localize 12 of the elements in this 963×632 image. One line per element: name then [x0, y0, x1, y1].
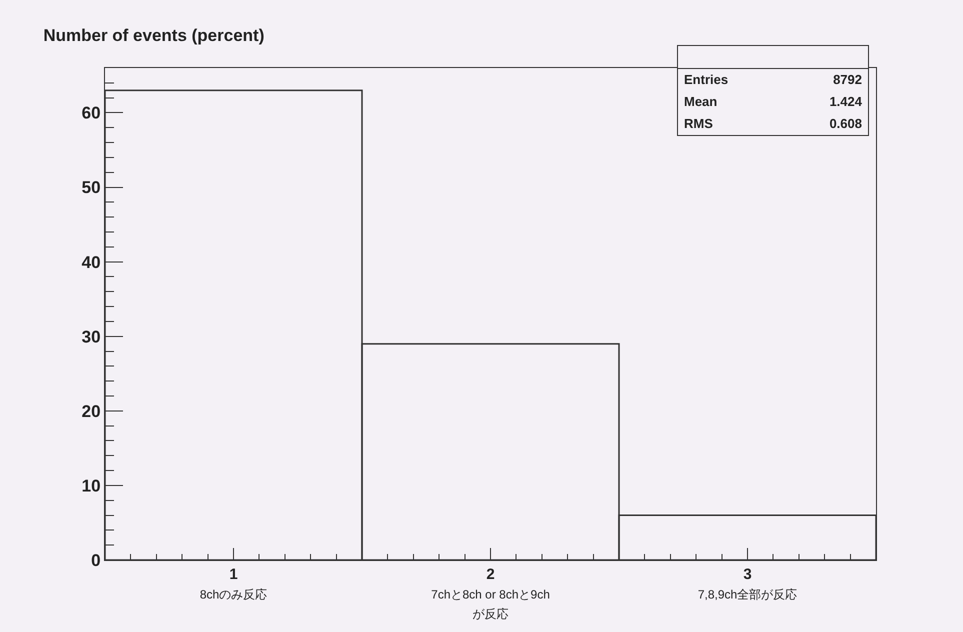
y-tick-label: 50	[82, 178, 101, 198]
y-tick-label: 10	[82, 476, 101, 496]
y-tick-label: 0	[91, 550, 101, 570]
y-tick-label: 40	[82, 252, 101, 272]
y-tick-label: 60	[82, 104, 101, 123]
stats-box: Entries 8792 Mean 1.424 RMS 0.608	[677, 45, 869, 136]
x-tick-label: 3 7,8,9ch全部が反応	[698, 566, 798, 602]
chart-title: Number of events (percent)	[43, 26, 264, 46]
x-tick-label: 1 8chのみ反応	[200, 566, 268, 602]
x-tick-label: 2 7chと8ch or 8chと9ch が反応	[431, 566, 550, 621]
y-tick-label: 20	[82, 402, 101, 421]
y-tick-label: 30	[82, 327, 101, 346]
